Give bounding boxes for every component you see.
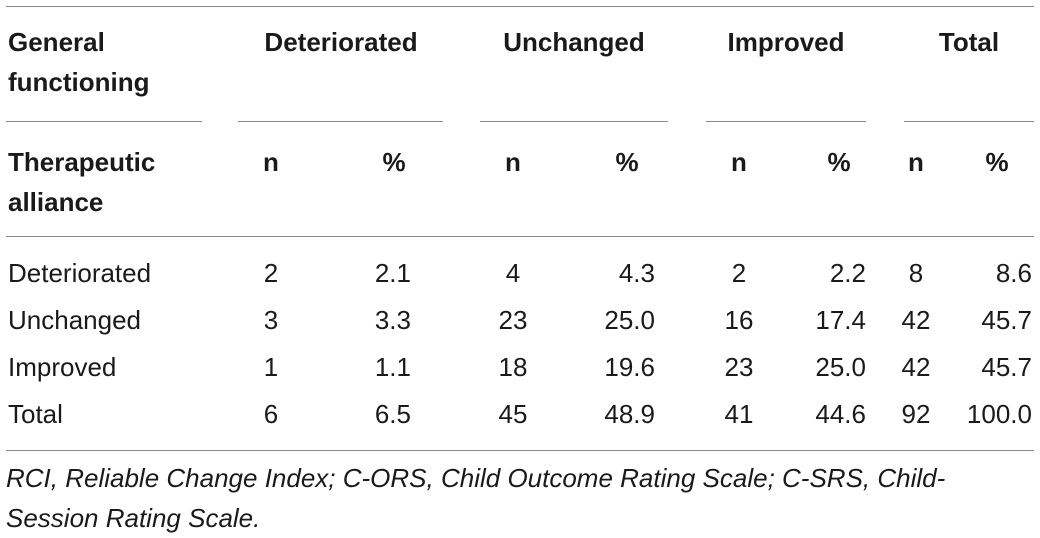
group-underline-total bbox=[904, 121, 1034, 122]
stub-header2-line-1: Therapeutic bbox=[8, 147, 156, 177]
group-header-total: Total bbox=[938, 27, 1000, 57]
cell-total-tot-n: 92 bbox=[901, 399, 931, 429]
cell-total-unc-n: 45 bbox=[498, 399, 528, 429]
cell-total-imp-pct: 44.6 bbox=[815, 399, 866, 429]
cell-deteriorated-imp-pct: 2.2 bbox=[829, 258, 866, 288]
col-header-n-improved: n bbox=[731, 147, 747, 177]
stub-header-general-functioning: General functioning bbox=[8, 22, 208, 102]
group-header-improved: Improved bbox=[727, 27, 845, 57]
cell-improved-tot-n: 42 bbox=[901, 352, 931, 382]
cell-improved-imp-pct: 25.0 bbox=[815, 352, 866, 382]
cell-deteriorated-det-n: 2 bbox=[263, 258, 279, 288]
header-bottom-rule bbox=[6, 236, 1034, 237]
col-header-pct-unchanged: % bbox=[615, 147, 639, 177]
stub-header2-line-2: alliance bbox=[8, 187, 104, 217]
cell-deteriorated-det-pct: 2.1 bbox=[374, 258, 411, 288]
stub-header-line-2: functioning bbox=[8, 67, 150, 97]
row-label-improved: Improved bbox=[8, 352, 117, 382]
group-underline-unchanged bbox=[480, 121, 668, 122]
cell-improved-unc-pct: 19.6 bbox=[604, 352, 655, 382]
col-header-n-unchanged: n bbox=[505, 147, 521, 177]
cell-total-tot-pct: 100.0 bbox=[966, 399, 1032, 429]
cell-unchanged-det-n: 3 bbox=[263, 305, 279, 335]
cell-unchanged-tot-n: 42 bbox=[901, 305, 931, 335]
body-bottom-rule bbox=[6, 450, 1034, 451]
cell-unchanged-imp-n: 16 bbox=[724, 305, 754, 335]
cell-deteriorated-tot-n: 8 bbox=[908, 258, 924, 288]
row-label-total: Total bbox=[8, 399, 63, 429]
cell-improved-unc-n: 18 bbox=[498, 352, 528, 382]
cell-deteriorated-tot-pct: 8.6 bbox=[995, 258, 1032, 288]
row-label-deteriorated: Deteriorated bbox=[8, 258, 152, 288]
group-underline-deteriorated bbox=[238, 121, 443, 122]
group-underline-improved bbox=[706, 121, 866, 122]
cell-deteriorated-unc-n: 4 bbox=[505, 258, 521, 288]
col-header-pct-total: % bbox=[985, 147, 1009, 177]
col-header-pct-deteriorated: % bbox=[382, 147, 406, 177]
cell-unchanged-imp-pct: 17.4 bbox=[815, 305, 866, 335]
top-rule bbox=[6, 6, 1034, 7]
table-footnote: RCI, Reliable Change Index; C-ORS, Child… bbox=[6, 463, 946, 533]
cell-deteriorated-unc-pct: 4.3 bbox=[618, 258, 655, 288]
cell-total-det-n: 6 bbox=[263, 399, 279, 429]
col-header-n-deteriorated: n bbox=[263, 147, 279, 177]
stub-header-line-1: General bbox=[8, 27, 105, 57]
cell-unchanged-det-pct: 3.3 bbox=[374, 305, 411, 335]
cell-total-unc-pct: 48.9 bbox=[604, 399, 655, 429]
stub-header-therapeutic-alliance: Therapeutic alliance bbox=[8, 142, 208, 222]
cell-improved-det-pct: 1.1 bbox=[374, 352, 411, 382]
cell-improved-imp-n: 23 bbox=[724, 352, 754, 382]
cell-total-imp-n: 41 bbox=[724, 399, 754, 429]
cell-improved-tot-pct: 45.7 bbox=[981, 352, 1032, 382]
group-underline-stub bbox=[6, 121, 202, 122]
cell-deteriorated-imp-n: 2 bbox=[731, 258, 747, 288]
group-header-unchanged: Unchanged bbox=[503, 27, 645, 57]
cell-unchanged-unc-pct: 25.0 bbox=[604, 305, 655, 335]
cell-unchanged-unc-n: 23 bbox=[498, 305, 528, 335]
col-header-pct-improved: % bbox=[827, 147, 851, 177]
col-header-n-total: n bbox=[908, 147, 924, 177]
group-header-deteriorated: Deteriorated bbox=[264, 27, 418, 57]
cell-improved-det-n: 1 bbox=[263, 352, 279, 382]
cell-unchanged-tot-pct: 45.7 bbox=[981, 305, 1032, 335]
row-label-unchanged: Unchanged bbox=[8, 305, 141, 335]
cell-total-det-pct: 6.5 bbox=[374, 399, 411, 429]
